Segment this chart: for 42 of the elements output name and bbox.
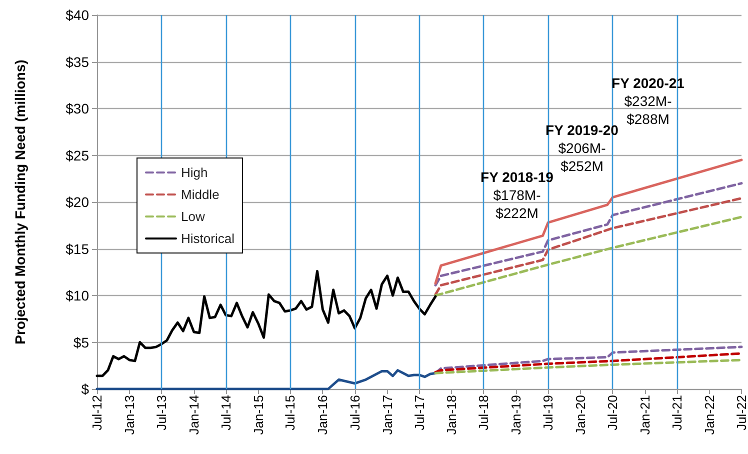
x-tick-label: Jul-13 [154, 395, 169, 430]
x-tick-label: Jul-18 [476, 395, 492, 430]
legend-label: Middle [181, 187, 220, 202]
line-series [434, 182, 743, 286]
x-tick-label: Jul-22 [734, 395, 748, 430]
x-tick-label: Jan-13 [122, 395, 137, 435]
x-tick-label: Jul-15 [282, 395, 298, 430]
line-series [96, 270, 437, 378]
line-series [434, 158, 743, 285]
y-tick-label: $30 [66, 100, 90, 116]
legend-label: Low [181, 209, 206, 224]
x-tick-label: Jan-19 [508, 395, 524, 435]
line-series [434, 346, 743, 374]
x-tick-label: Jul-21 [670, 395, 685, 430]
x-tick-label: Jan-21 [638, 395, 653, 435]
x-tick-label: Jan-14 [186, 395, 202, 435]
y-tick-label: $10 [66, 288, 90, 304]
x-tick-label: Jul-19 [540, 395, 556, 430]
line-series [434, 358, 743, 374]
x-tick-label: Jan-15 [250, 395, 266, 435]
y-tick-label: $20 [66, 194, 90, 210]
x-tick-label: Jan-16 [315, 395, 330, 435]
y-axis-title: Projected Monthly Funding Need (millions) [12, 60, 28, 344]
y-tick-label: $35 [66, 54, 90, 70]
x-tick-label: Jan-22 [702, 395, 718, 435]
y-tick-label: $40 [66, 7, 90, 23]
y-tick-label: $15 [66, 240, 90, 257]
legend-label: High [181, 165, 208, 180]
y-tick-label: $5 [73, 334, 90, 350]
x-tick-label: Jul-16 [347, 395, 362, 430]
x-tick-label: Jul-12 [90, 395, 104, 430]
line-series [434, 352, 743, 374]
x-tick-label: Jul-17 [412, 395, 427, 430]
x-tick-label: Jul-14 [218, 395, 234, 430]
x-tick-label: Jul-20 [605, 395, 620, 430]
x-tick-label: Jan-18 [444, 395, 460, 435]
y-tick-label: $25 [66, 147, 90, 164]
legend-label: Historical [181, 231, 235, 246]
line-series [96, 369, 437, 390]
y-tick-label: $ [81, 381, 90, 397]
x-tick-label: Jan-20 [573, 395, 588, 435]
x-tick-label: Jan-17 [380, 395, 395, 435]
